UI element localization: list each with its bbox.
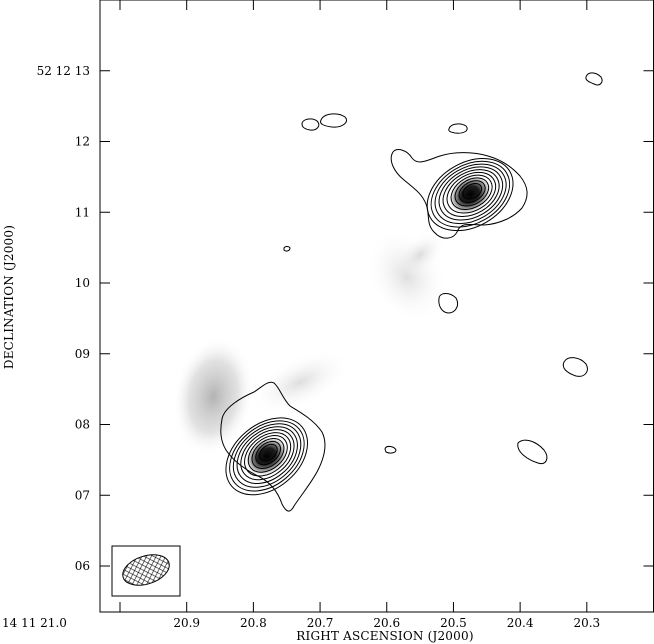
noise-contour [301, 118, 320, 131]
source-contour [462, 182, 483, 200]
noise-contour [320, 113, 347, 128]
noise-contour [438, 293, 459, 314]
y-axis: 52 12 13 12 11 10 09 08 07 06 [37, 64, 654, 573]
y-tick-label: 06 [75, 559, 90, 573]
contour-layer [220, 72, 603, 512]
diffuse-emission [172, 336, 255, 456]
y-tick-label: 11 [75, 205, 90, 219]
y-tick-label: 10 [75, 276, 90, 290]
y-tick-label: 08 [75, 418, 90, 432]
source-contour [458, 180, 486, 203]
noise-contour [585, 72, 603, 86]
x-tick-label: 20.9 [173, 616, 200, 630]
x-tick-label: 20.3 [573, 616, 600, 630]
source-contour [255, 440, 282, 466]
source-contour [438, 166, 504, 221]
source-contour [244, 432, 292, 477]
source-contour [434, 163, 507, 225]
source-contour [442, 169, 500, 218]
x-tick-label: 20.4 [507, 616, 534, 630]
source-contour [247, 435, 288, 473]
diffuse-emission [394, 230, 446, 279]
x-tick-label: 20.6 [373, 616, 400, 630]
noise-contour [283, 246, 291, 252]
source-contour [446, 171, 497, 214]
noise-contour [384, 446, 397, 454]
source-contour [251, 438, 285, 469]
x-axis: 14 11 21.0 20.9 20.8 20.7 20.6 20.5 20.4 20.3 [2, 0, 600, 630]
beam-indicator [111, 545, 181, 597]
source-contour [236, 426, 298, 484]
source-contour [450, 174, 493, 210]
x-tick-label: 14 11 21.0 [2, 616, 67, 630]
greyscale-emission [172, 175, 491, 476]
x-tick-label: 20.8 [240, 616, 267, 630]
diffuse-emission [249, 349, 352, 415]
noise-contour [517, 439, 548, 465]
x-tick-label: 20.7 [307, 616, 334, 630]
source-contour [232, 423, 302, 488]
source-contour [225, 417, 309, 496]
source-outer-contour [390, 149, 528, 239]
plot-frame [99, 0, 654, 613]
source-contour [426, 158, 514, 232]
noise-contour [448, 123, 468, 134]
x-tick-label: 20.5 [440, 616, 467, 630]
y-tick-label: 09 [75, 347, 90, 361]
source-contour [430, 160, 511, 228]
source-contour [240, 429, 295, 481]
y-tick-label: 07 [75, 488, 90, 502]
x-axis-title: RIGHT ASCENSION (J2000) [296, 629, 473, 643]
source-contour [454, 177, 490, 207]
beam-ellipse [122, 554, 170, 586]
source-contour [258, 443, 278, 462]
y-axis-title: DECLINATION (J2000) [2, 225, 16, 369]
beam-box [111, 545, 181, 597]
noise-contour [562, 357, 588, 377]
y-tick-label: 12 [75, 135, 90, 149]
y-tick-label: 52 12 13 [37, 64, 90, 78]
source-contour [229, 420, 305, 492]
